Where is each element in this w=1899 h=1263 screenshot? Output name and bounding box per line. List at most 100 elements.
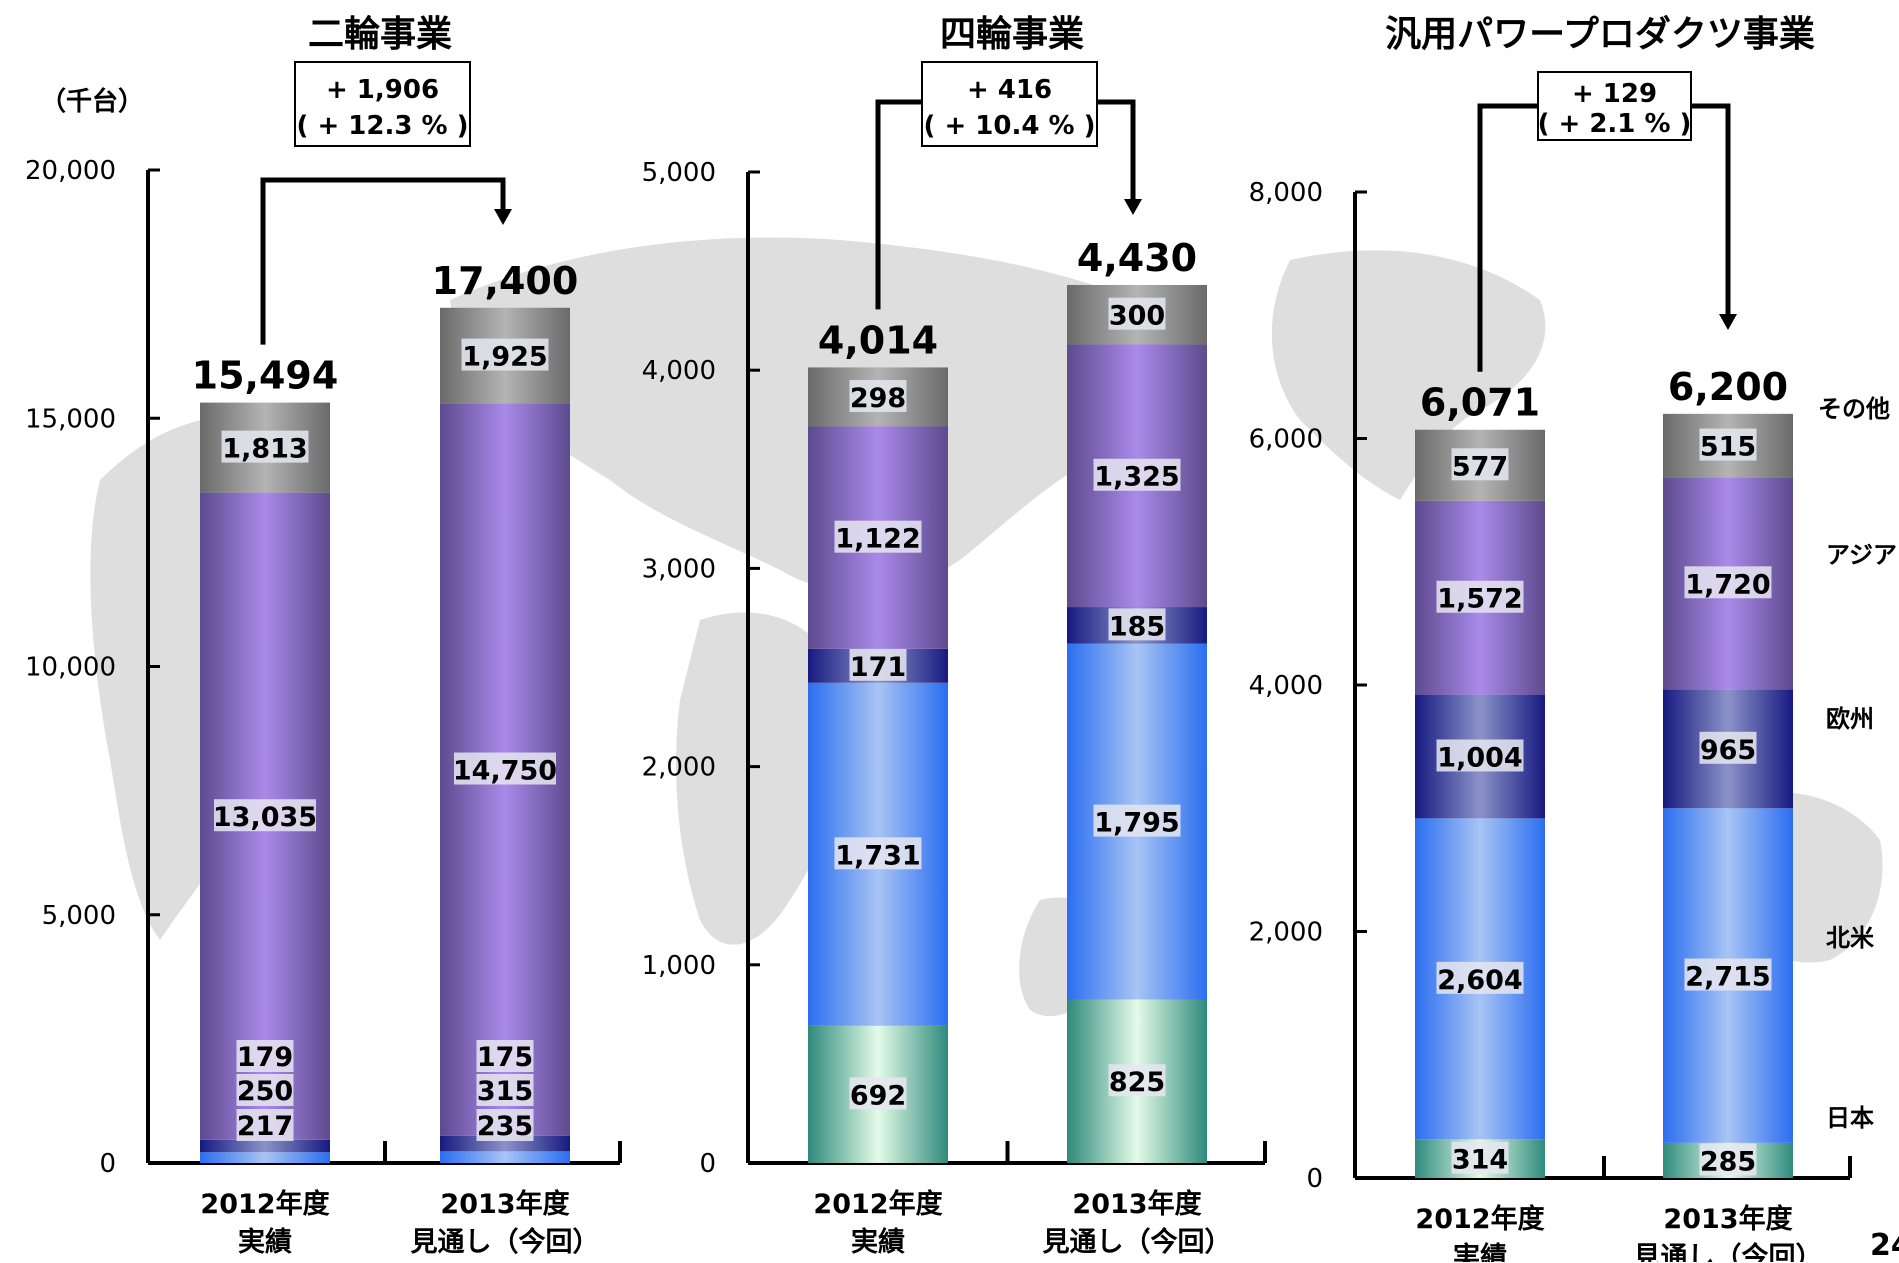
region-label-other: その他 (1818, 395, 1890, 423)
chart-power-products: 汎用パワープロダクツ事業 0 2,000 4,000 6,000 8,000 314 2,60… (1249, 14, 1852, 1262)
data-label: 2,715 (1685, 962, 1770, 993)
data-label-bg (221, 430, 309, 463)
change-box (294, 61, 471, 147)
data-label: 1,572 (1437, 584, 1522, 615)
x-category-label-line2: 見通し（今回） (1634, 1241, 1823, 1262)
data-label-bg (849, 379, 907, 412)
data-label-bg (1436, 961, 1524, 994)
data-label: 314 (1452, 1145, 1508, 1176)
y-tick-label: 5,000 (642, 158, 716, 188)
data-label: 250 (237, 1076, 293, 1107)
change-percent: ( + 10.4 % ) (924, 111, 1096, 141)
x-category-label-line2: 実績 (851, 1226, 905, 1258)
y-tick-label: 2,000 (642, 753, 716, 783)
region-label-europe: 欧州 (1826, 705, 1874, 733)
change-percent: ( + 2.1 % ) (1538, 109, 1692, 139)
y-tick-label: 10,000 (25, 653, 116, 683)
x-category-label-line1: 2013年度 (1663, 1203, 1792, 1235)
data-label: 1,325 (1094, 462, 1179, 493)
x-category-label-line1: 2013年度 (1072, 1188, 1201, 1220)
data-label: 300 (1109, 301, 1165, 332)
data-label-bg (1699, 1143, 1757, 1176)
data-label: 298 (850, 383, 906, 414)
y-tick-label: 8,000 (1249, 178, 1323, 208)
total-label: 6,071 (1420, 381, 1540, 425)
unit-label: （千台） (40, 86, 144, 117)
y-tick-label: 2,000 (1249, 918, 1323, 948)
data-label: 315 (477, 1076, 533, 1107)
data-label-bg (1108, 608, 1166, 641)
y-tick-label: 0 (699, 1149, 716, 1179)
data-label-bg (1093, 804, 1181, 837)
data-label-bg (849, 1077, 907, 1110)
data-label-bg (454, 752, 556, 785)
stacked-bar: 825 1,795 185 1,325 300 4,430 (1067, 236, 1207, 1163)
data-label-bg (1684, 958, 1772, 991)
data-label: 965 (1700, 735, 1756, 766)
data-label-bg (236, 1074, 294, 1106)
data-label: 1,004 (1437, 742, 1522, 773)
chart-title: 四輪事業 (940, 13, 1084, 55)
y-tick-label: 4,000 (1249, 671, 1323, 701)
data-label: 1,122 (835, 524, 920, 555)
data-label: 2,604 (1437, 965, 1522, 996)
total-label: 6,200 (1668, 365, 1788, 409)
data-label-bg (1108, 1064, 1166, 1097)
data-label: 171 (850, 652, 906, 683)
x-category-label-line2: 見通し（今回） (1043, 1226, 1232, 1258)
data-label: 175 (477, 1042, 533, 1073)
change-box (1537, 71, 1692, 141)
data-label-bg (1436, 580, 1524, 613)
total-label: 4,430 (1077, 236, 1197, 280)
x-category-label-line2: 実績 (238, 1226, 292, 1258)
y-tick-label: 0 (1306, 1164, 1323, 1194)
data-label: 13,035 (213, 802, 317, 833)
chart-automobile: 四輪事業 0 1,000 2,000 3,000 4,000 5,000 692 1,731 17… (642, 13, 1267, 1258)
region-label-japan: 日本 (1826, 1104, 1874, 1132)
data-label-bg (1451, 1141, 1509, 1174)
chart-title: 二輪事業 (308, 13, 452, 55)
data-label: 692 (850, 1080, 906, 1111)
data-label: 825 (1109, 1067, 1165, 1098)
total-label: 17,400 (432, 259, 579, 303)
data-label: 1,731 (835, 840, 920, 871)
data-label: 1,813 (222, 434, 307, 465)
y-tick-label: 0 (99, 1149, 116, 1179)
region-legend: その他 アジア 欧州 北米 日本 (1818, 395, 1897, 1132)
y-tick-label: 3,000 (642, 554, 716, 584)
bar-segment-north-america (440, 1151, 570, 1163)
chart-motorcycle: 二輪事業05,00010,00015,00020,00013,0351,8131… (25, 13, 622, 1258)
x-category-label-line1: 2013年度 (440, 1188, 569, 1220)
change-absolute: + 416 (967, 75, 1052, 105)
data-label-bg (214, 799, 316, 832)
data-label-bg (1684, 566, 1772, 599)
data-label-bg (476, 1074, 534, 1106)
change-arrow-head (1124, 199, 1142, 215)
data-label: 179 (237, 1042, 293, 1073)
data-label-bg (1093, 458, 1181, 491)
change-arrow-head (494, 209, 512, 225)
data-label-bg (1451, 448, 1509, 481)
data-label: 185 (1109, 611, 1165, 642)
data-label-bg (1108, 297, 1166, 330)
change-absolute: + 1,906 (326, 75, 439, 105)
data-label: 217 (237, 1111, 293, 1142)
stacked-bar: 692 1,731 171 1,122 298 4,014 (808, 318, 948, 1163)
data-label: 1,925 (462, 342, 547, 373)
page-number: 24 (1870, 1228, 1899, 1263)
y-tick-label: 15,000 (25, 404, 116, 434)
change-bracket (260, 177, 506, 345)
data-label: 235 (477, 1111, 533, 1142)
bar-segment-north-america (200, 1152, 330, 1163)
data-label: 1,720 (1685, 569, 1770, 600)
data-label-bg (834, 520, 922, 553)
data-label-bg (849, 648, 907, 681)
stacked-bar: 314 2,604 1,004 1,572 577 6,071 (1415, 381, 1545, 1178)
bar-segment-europe (440, 1135, 570, 1152)
data-label: 1,795 (1094, 808, 1179, 839)
world-map-background (90, 237, 1883, 1017)
change-arrow-head (1719, 314, 1737, 330)
